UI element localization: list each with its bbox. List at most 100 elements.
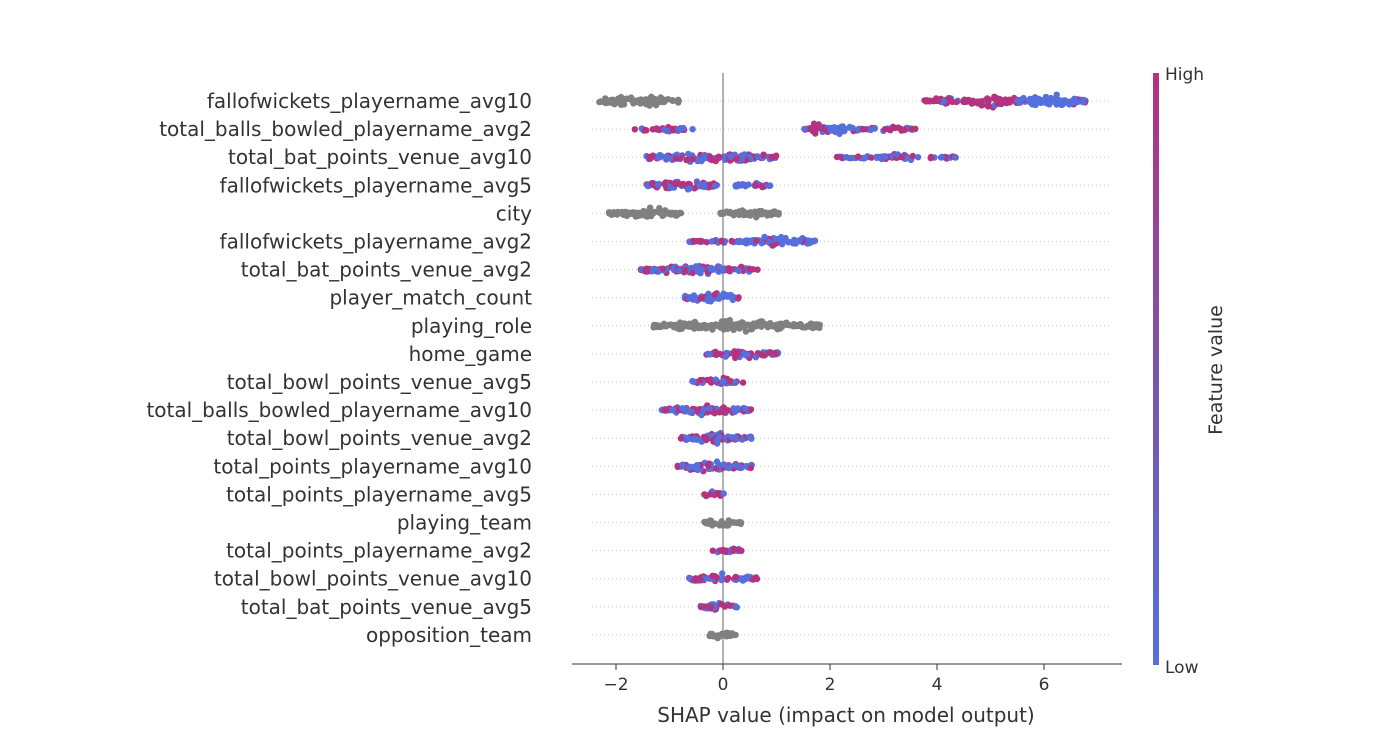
data-point <box>761 352 768 359</box>
data-point <box>859 126 867 133</box>
data-point <box>801 125 808 133</box>
data-point <box>746 265 753 273</box>
data-point <box>685 150 692 158</box>
data-point <box>930 97 938 105</box>
data-point <box>692 577 699 584</box>
data-point <box>759 183 766 191</box>
data-point <box>725 209 732 217</box>
data-point <box>739 577 747 584</box>
feature-label: opposition_team <box>366 623 532 647</box>
data-point <box>696 181 703 188</box>
data-point <box>1071 95 1078 103</box>
data-point <box>1053 91 1060 98</box>
data-point <box>978 102 985 109</box>
colorbar-title: Feature value <box>1205 305 1227 435</box>
feature-label: fallofwickets_playername_avg5 <box>220 173 532 197</box>
data-point <box>871 125 878 132</box>
data-point <box>706 491 714 498</box>
data-point <box>712 376 719 383</box>
data-point <box>700 603 707 610</box>
data-point <box>768 153 775 161</box>
data-point <box>714 155 721 162</box>
data-point <box>753 237 760 244</box>
data-point <box>686 185 693 192</box>
data-point <box>754 266 761 273</box>
data-point <box>704 295 711 302</box>
data-point <box>985 97 992 105</box>
data-point <box>764 212 771 219</box>
data-point <box>769 242 776 249</box>
data-point <box>812 321 819 329</box>
data-point <box>691 318 699 326</box>
data-point <box>710 633 717 640</box>
data-point <box>747 212 754 219</box>
data-point <box>722 353 729 360</box>
data-point <box>843 154 850 161</box>
data-point <box>767 320 774 327</box>
data-point <box>938 153 946 161</box>
data-point <box>649 210 656 217</box>
data-point <box>708 321 715 329</box>
data-point <box>691 238 698 245</box>
data-point <box>748 435 755 442</box>
data-point <box>790 240 797 247</box>
data-point <box>735 210 742 218</box>
data-point <box>657 323 664 330</box>
data-point <box>778 321 785 328</box>
data-point <box>702 434 709 441</box>
feature-label: total_bowl_points_venue_avg10 <box>214 567 532 591</box>
data-point <box>703 239 710 246</box>
data-point <box>690 378 698 386</box>
data-point <box>1061 97 1068 104</box>
data-point <box>689 126 696 133</box>
data-point <box>661 406 669 414</box>
x-axis: −2 0 2 4 6 <box>572 663 1122 695</box>
feature-label: total_balls_bowled_playername_avg10 <box>146 398 532 422</box>
feature-label: playing_role <box>411 314 532 338</box>
data-point <box>868 154 875 161</box>
data-point <box>739 436 746 443</box>
data-point <box>675 97 682 105</box>
feature-labels: fallofwickets_playername_avg10 total_ball… <box>146 89 532 647</box>
data-point <box>669 97 676 104</box>
data-point <box>909 152 916 160</box>
data-point <box>689 269 696 277</box>
data-point <box>646 204 654 211</box>
data-point <box>666 155 674 162</box>
colorbar-gradient <box>1153 73 1159 665</box>
data-point <box>666 321 673 329</box>
feature-label: total_bat_points_venue_avg5 <box>241 595 532 619</box>
data-point <box>895 124 902 131</box>
data-point <box>760 152 767 159</box>
data-point <box>833 153 841 161</box>
data-point <box>898 154 905 161</box>
data-point <box>811 125 819 132</box>
data-point <box>659 97 667 105</box>
row-gridlines <box>592 100 1112 636</box>
data-point <box>685 323 692 330</box>
data-point <box>682 408 690 415</box>
data-point <box>781 237 789 244</box>
colorbar-low-label: Low <box>1165 658 1199 678</box>
data-point <box>752 181 759 189</box>
data-point <box>861 155 868 162</box>
data-point <box>873 153 880 161</box>
data-point <box>700 406 708 413</box>
data-point <box>690 292 698 299</box>
data-point <box>740 181 748 189</box>
data-point <box>708 518 715 526</box>
data-point <box>619 211 627 218</box>
feature-label: playing_team <box>397 511 532 535</box>
data-point <box>723 633 730 640</box>
data-point <box>689 155 696 163</box>
data-point <box>718 318 726 325</box>
data-point <box>648 93 655 101</box>
data-point <box>758 240 765 247</box>
data-point <box>756 211 763 218</box>
data-point <box>706 377 713 384</box>
data-point <box>733 155 740 163</box>
data-point <box>728 238 736 245</box>
data-point <box>951 154 959 161</box>
data-point <box>631 126 638 133</box>
